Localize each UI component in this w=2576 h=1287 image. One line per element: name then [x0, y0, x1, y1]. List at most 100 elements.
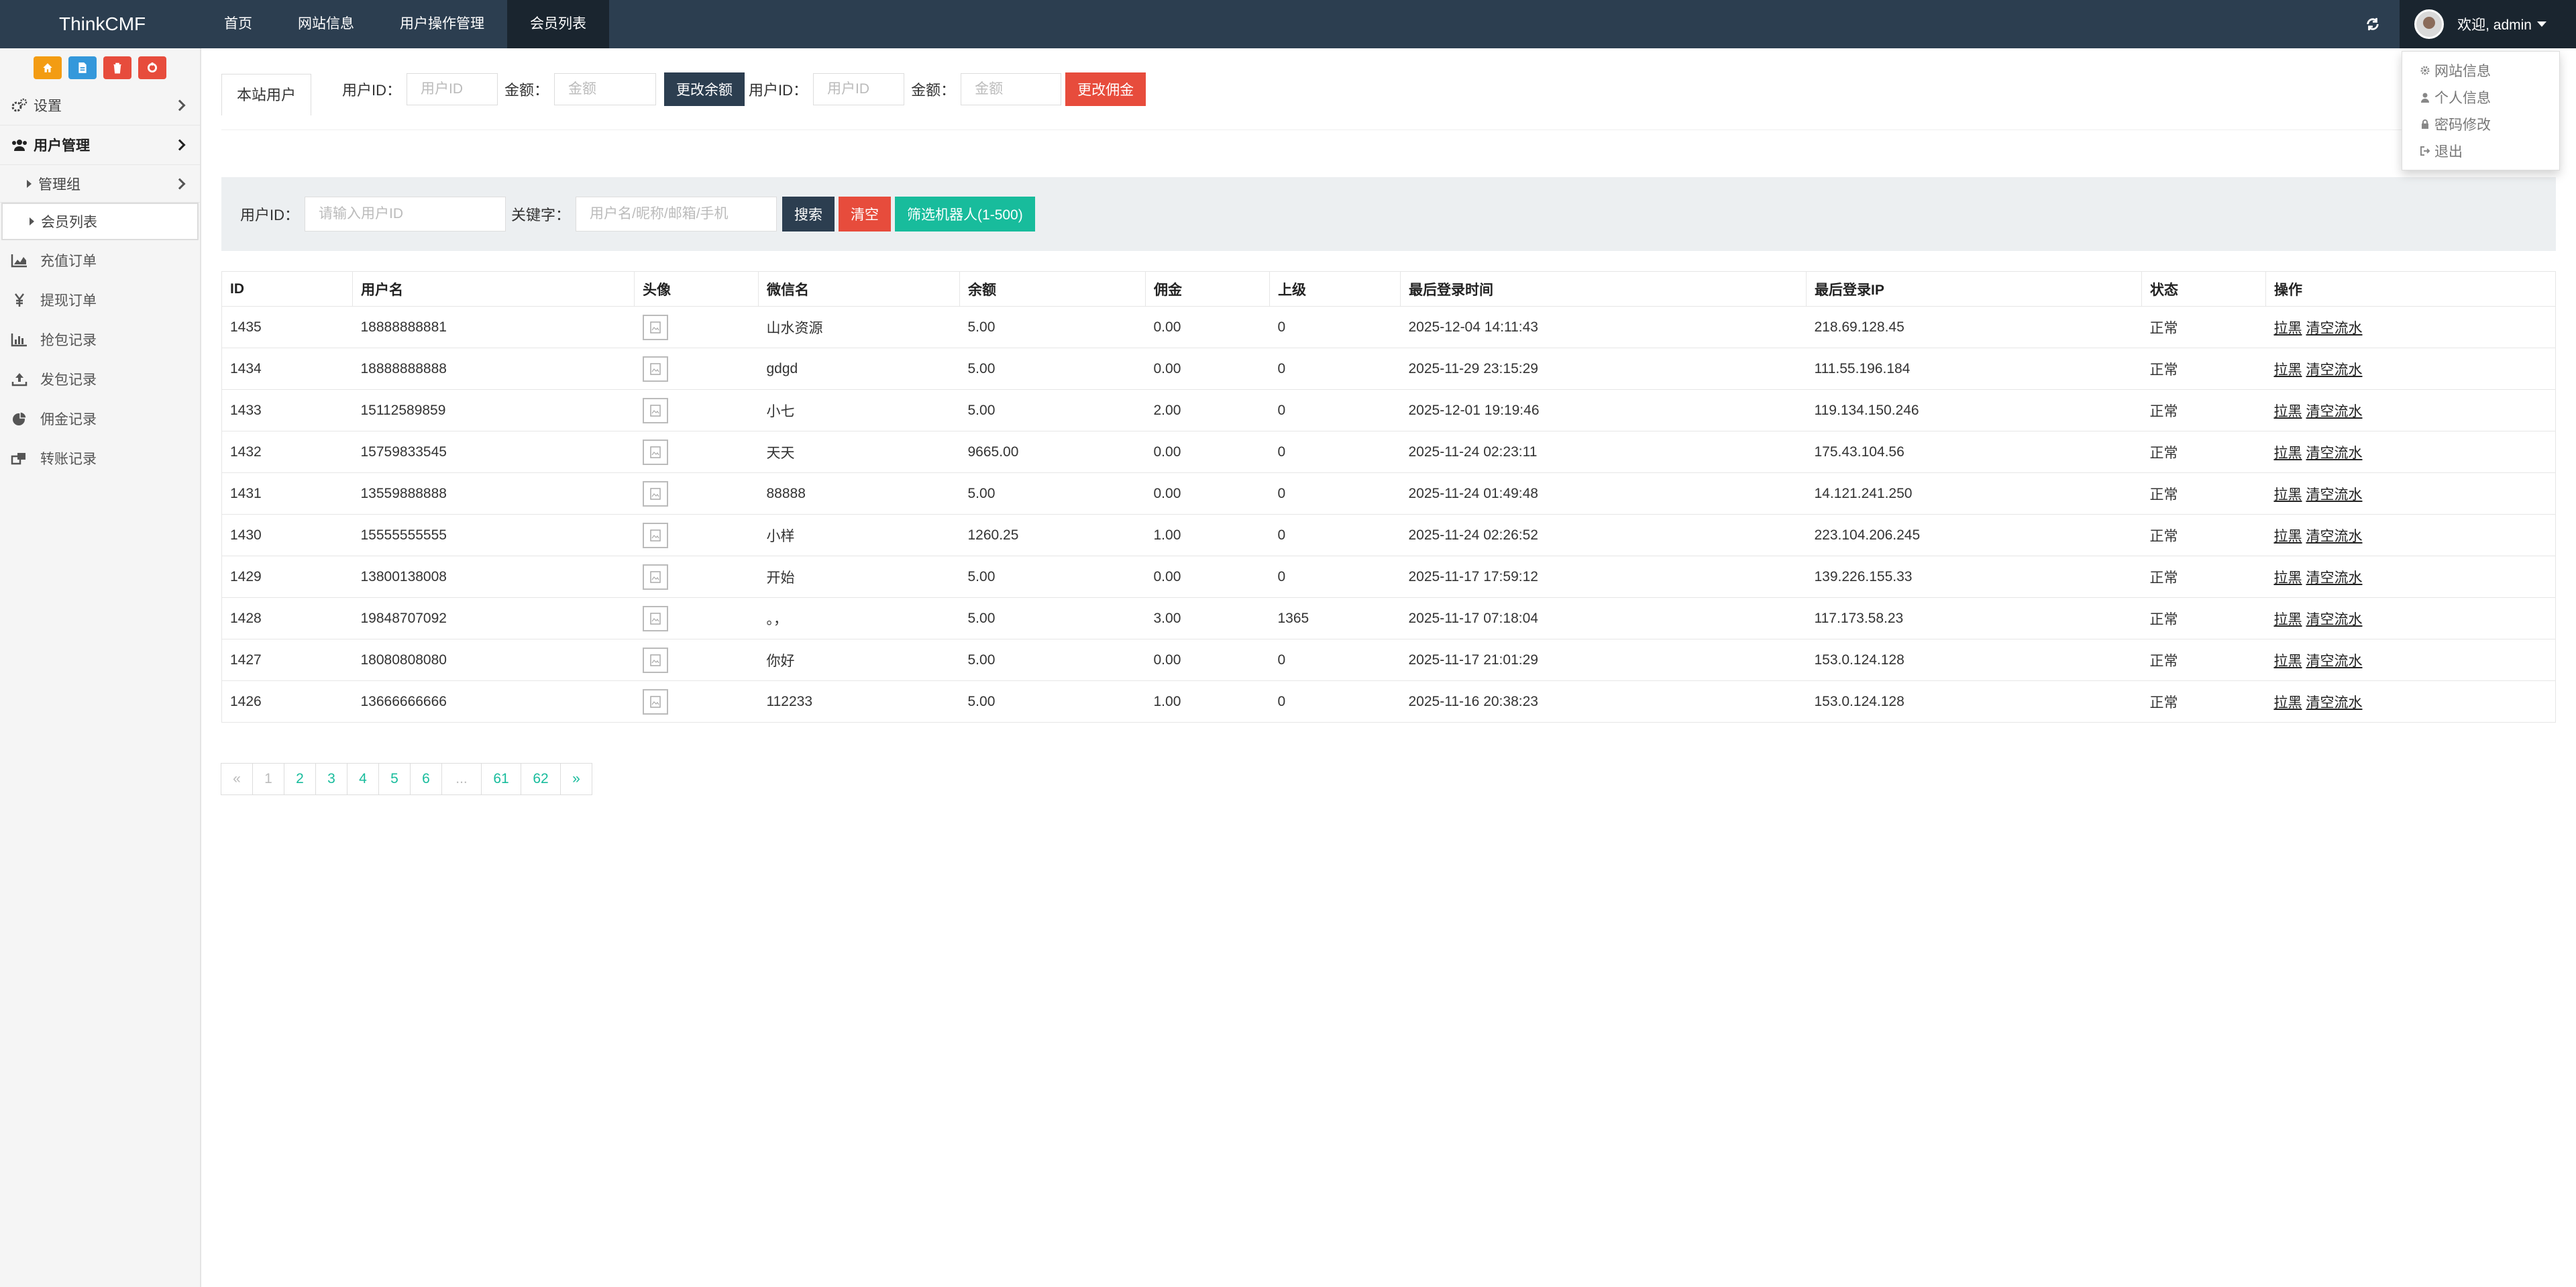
- clear-button[interactable]: 清空: [839, 197, 892, 231]
- page-61[interactable]: 61: [481, 763, 521, 795]
- avatar-thumbnail[interactable]: [642, 688, 668, 715]
- page-62[interactable]: 62: [521, 763, 561, 795]
- sidebar-item-commission-records[interactable]: 佣金记录: [0, 399, 200, 438]
- blacklist-link[interactable]: 拉黑: [2273, 362, 2302, 378]
- sidebar-item-send-records[interactable]: 发包记录: [0, 359, 200, 399]
- brand-logo[interactable]: ThinkCMF: [59, 13, 146, 34]
- avatar-thumbnail[interactable]: [642, 356, 668, 382]
- header-status[interactable]: 状态: [2141, 271, 2266, 307]
- change-balance-button[interactable]: 更改余额: [664, 72, 745, 106]
- avatar-thumbnail[interactable]: [642, 439, 668, 465]
- recycle-shortcut-button[interactable]: [138, 56, 166, 79]
- user-menu[interactable]: 欢迎, admin: [2400, 0, 2576, 48]
- cell-wechat-name: 88888: [758, 472, 960, 515]
- dropdown-logout[interactable]: 退出: [2402, 138, 2559, 164]
- avatar-thumbnail[interactable]: [642, 522, 668, 548]
- sidebar-item-settings[interactable]: 设置: [0, 86, 200, 125]
- blacklist-link[interactable]: 拉黑: [2273, 694, 2302, 711]
- blacklist-link[interactable]: 拉黑: [2273, 445, 2302, 461]
- amount-label: 金额：: [504, 81, 549, 99]
- sidebar-item-withdraw-orders[interactable]: 提现订单: [0, 280, 200, 319]
- tab-site-info[interactable]: 网站信息: [298, 16, 354, 32]
- avatar-thumbnail[interactable]: [642, 605, 668, 631]
- clear-flow-link[interactable]: 清空流水: [2306, 362, 2363, 378]
- nav-right: 欢迎, admin: [2346, 0, 2576, 48]
- dropdown-profile[interactable]: 个人信息: [2402, 84, 2559, 111]
- blacklist-link[interactable]: 拉黑: [2273, 653, 2302, 669]
- tab-home[interactable]: 首页: [224, 16, 252, 32]
- sidebar-item-admin-group[interactable]: 管理组: [0, 165, 200, 203]
- tab-user-ops[interactable]: 用户操作管理: [400, 16, 484, 32]
- tab-site-users[interactable]: 本站用户: [221, 73, 312, 115]
- filter-keyword-input[interactable]: [576, 197, 777, 231]
- sidebar-item-transfer-records[interactable]: 转账记录: [0, 438, 200, 478]
- header-wechat-name[interactable]: 微信名: [758, 271, 960, 307]
- filter-robots-button[interactable]: 筛选机器人(1-500): [895, 197, 1035, 231]
- welcome-label: 欢迎, admin: [2457, 17, 2532, 33]
- change-commission-button[interactable]: 更改佣金: [1065, 72, 1146, 106]
- file-icon: [78, 62, 87, 73]
- filter-userid-input[interactable]: [305, 197, 506, 231]
- trash-shortcut-button[interactable]: [103, 56, 131, 79]
- header-id[interactable]: ID: [221, 271, 353, 307]
- blacklist-link[interactable]: 拉黑: [2273, 486, 2302, 503]
- header-last-login-ip[interactable]: 最后登录IP: [1806, 271, 2142, 307]
- clear-flow-link[interactable]: 清空流水: [2306, 320, 2363, 336]
- blacklist-link[interactable]: 拉黑: [2273, 320, 2302, 336]
- blacklist-link[interactable]: 拉黑: [2273, 570, 2302, 586]
- page-1[interactable]: 1: [252, 763, 284, 795]
- cell-wechat-name: 你好: [758, 639, 960, 681]
- blacklist-link[interactable]: 拉黑: [2273, 528, 2302, 544]
- clear-flow-link[interactable]: 清空流水: [2306, 445, 2363, 461]
- cell-actions: 拉黑 清空流水: [2265, 556, 2556, 598]
- sidebar-item-user-management[interactable]: 用户管理: [0, 125, 200, 165]
- clear-flow-link[interactable]: 清空流水: [2306, 486, 2363, 503]
- file-shortcut-button[interactable]: [68, 56, 97, 79]
- page-prev[interactable]: «: [221, 763, 253, 795]
- clear-flow-link[interactable]: 清空流水: [2306, 611, 2363, 627]
- caret-down-icon: [2537, 21, 2546, 27]
- table-row: 1429 13800138008 开始 5.00 0.00 0 2025-11-17 17:…: [221, 556, 2556, 598]
- home-shortcut-button[interactable]: [34, 56, 62, 79]
- refresh-button[interactable]: [2346, 0, 2400, 48]
- balance-userid-input[interactable]: [407, 72, 498, 105]
- clear-flow-link[interactable]: 清空流水: [2306, 570, 2363, 586]
- userid-label: 用户ID：: [749, 81, 808, 99]
- page-2[interactable]: 2: [284, 763, 316, 795]
- page-5[interactable]: 5: [378, 763, 411, 795]
- cell-id: 1435: [221, 306, 353, 348]
- header-commission[interactable]: 佣金: [1145, 271, 1270, 307]
- clear-flow-link[interactable]: 清空流水: [2306, 653, 2363, 669]
- sidebar-item-grab-records[interactable]: 抢包记录: [0, 319, 200, 359]
- commission-amount-input[interactable]: [961, 72, 1062, 105]
- balance-amount-input[interactable]: [554, 72, 657, 105]
- clear-flow-link[interactable]: 清空流水: [2306, 694, 2363, 711]
- blacklist-link[interactable]: 拉黑: [2273, 611, 2302, 627]
- page-6[interactable]: 6: [410, 763, 442, 795]
- sidebar-item-member-list[interactable]: 会员列表: [1, 203, 199, 240]
- dropdown-site-info[interactable]: 网站信息: [2402, 57, 2559, 84]
- tab-member-list[interactable]: 会员列表: [507, 0, 609, 48]
- page-next[interactable]: »: [560, 763, 592, 795]
- commission-userid-input[interactable]: [813, 72, 905, 105]
- avatar-thumbnail[interactable]: [642, 480, 668, 507]
- clear-flow-link[interactable]: 清空流水: [2306, 528, 2363, 544]
- avatar-thumbnail[interactable]: [642, 397, 668, 423]
- dropdown-password[interactable]: 密码修改: [2402, 111, 2559, 138]
- page-4[interactable]: 4: [347, 763, 379, 795]
- header-username[interactable]: 用户名: [352, 271, 635, 307]
- avatar-thumbnail[interactable]: [642, 647, 668, 673]
- sidebar-item-recharge-orders[interactable]: 充值订单: [0, 240, 200, 280]
- avatar-thumbnail[interactable]: [642, 314, 668, 340]
- page-3[interactable]: 3: [315, 763, 347, 795]
- avatar-thumbnail[interactable]: [642, 564, 668, 590]
- header-last-login-time[interactable]: 最后登录时间: [1400, 271, 1807, 307]
- main-content: 本站用户 用户ID： 金额： 更改余额 用户ID： 金额： 更改佣金 用户ID：…: [221, 48, 2556, 795]
- cell-avatar: [634, 680, 759, 723]
- blacklist-link[interactable]: 拉黑: [2273, 403, 2302, 419]
- header-balance[interactable]: 余额: [959, 271, 1146, 307]
- cell-status: 正常: [2141, 639, 2266, 681]
- clear-flow-link[interactable]: 清空流水: [2306, 403, 2363, 419]
- search-button[interactable]: 搜索: [782, 197, 835, 231]
- header-parent[interactable]: 上级: [1269, 271, 1401, 307]
